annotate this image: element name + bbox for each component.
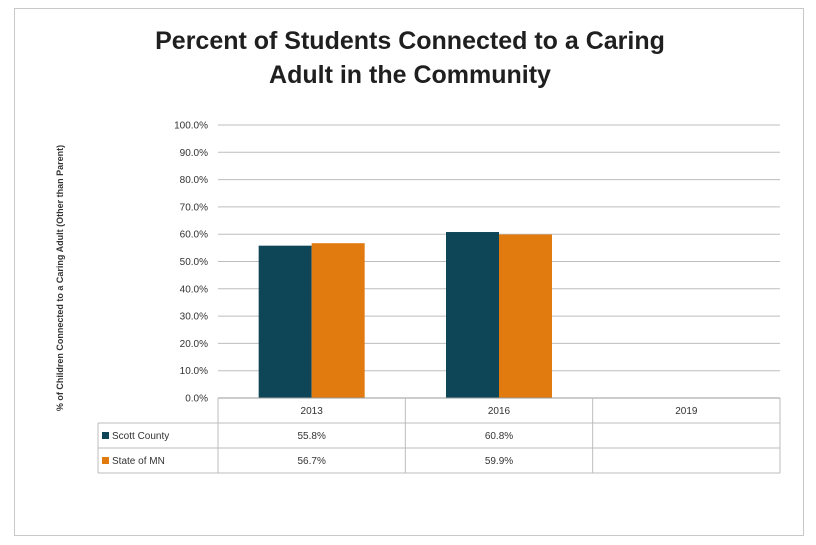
y-tick-label: 0.0%	[185, 394, 208, 405]
legend-label: State of MN	[112, 456, 165, 467]
y-tick-label: 40.0%	[180, 284, 208, 295]
y-tick-label: 100.0%	[174, 121, 208, 132]
y-tick-label: 50.0%	[180, 257, 208, 268]
bar-scott-county-2013	[258, 245, 312, 398]
y-tick-label: 70.0%	[180, 202, 208, 213]
data-label: 60.8%	[485, 431, 513, 442]
x-category-label: 2016	[488, 406, 511, 417]
legend-key-scott-county	[102, 432, 109, 439]
chart-title-line-1: Percent of Students Connected to a Carin…	[155, 27, 665, 55]
legend-label: Scott County	[112, 431, 169, 442]
chart-title-line-2: Adult in the Community	[269, 61, 551, 89]
chart-title: Percent of Students Connected to a Carin…	[100, 24, 720, 92]
bar-scott-county-2016	[446, 232, 499, 398]
y-tick-label: 10.0%	[180, 366, 208, 377]
legend-key-state-of-mn	[102, 457, 109, 464]
data-label: 56.7%	[297, 456, 325, 467]
y-tick-label: 60.0%	[180, 230, 208, 241]
y-tick-label: 80.0%	[180, 175, 208, 186]
data-label: 59.9%	[485, 456, 513, 467]
x-category-label: 2019	[675, 406, 698, 417]
x-category-label: 2013	[301, 406, 324, 417]
data-label: 55.8%	[297, 431, 325, 442]
y-tick-label: 90.0%	[180, 148, 208, 159]
y-tick-label: 20.0%	[180, 339, 208, 350]
bar-state-of-mn-2013	[311, 243, 365, 398]
bar-state-of-mn-2016	[499, 234, 552, 398]
y-tick-label: 30.0%	[180, 312, 208, 323]
